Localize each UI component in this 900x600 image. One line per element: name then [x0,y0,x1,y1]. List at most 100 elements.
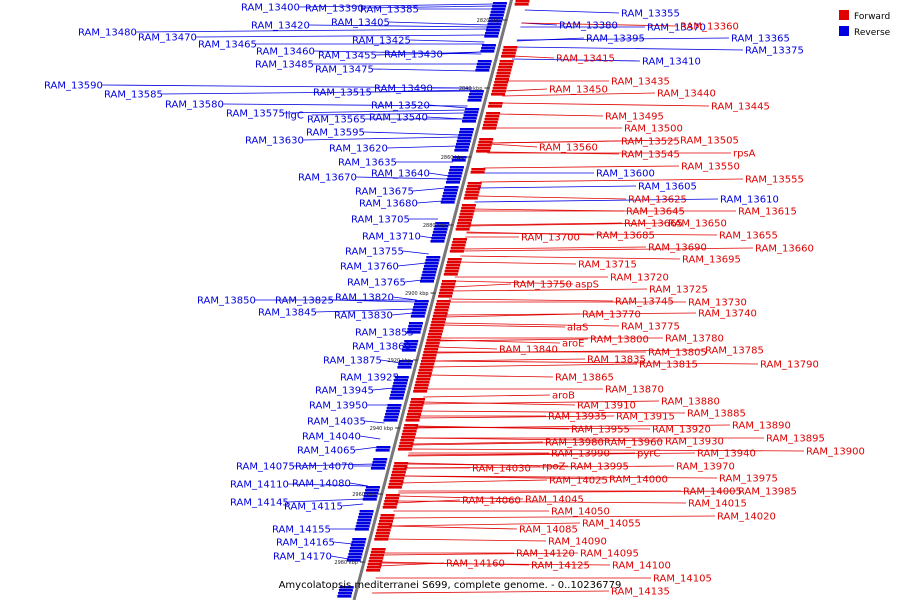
gene-label-ram-13805: RAM_13805 [648,348,707,359]
forward-gene-6 [470,171,485,174]
gene-label-ram-13855: RAM_13855 [355,328,414,339]
reverse-gene-20 [357,519,372,522]
gene-label-ram-13985: RAM_13985 [738,487,797,498]
reverse-gene-10 [420,277,435,280]
gene-label-ram-13815: RAM_13815 [639,360,698,371]
reverse-gene-11 [414,300,429,303]
reverse-gene-5 [459,128,474,131]
leader-line-ram-14100 [379,562,611,566]
forward-gene-12 [423,351,438,354]
forward-gene-8 [457,219,472,222]
forward-gene-12 [432,315,447,318]
gene-label-ram-13415: RAM_13415 [556,54,615,65]
legend-reverse-label: Reverse [854,28,891,38]
reverse-gene-7 [445,181,460,184]
reverse-gene-3 [469,93,484,96]
gene-label-ram-14005: RAM_14005 [683,487,742,498]
reverse-gene-16 [383,419,398,422]
forward-gene-15 [388,483,403,486]
axis-ticks: 2820 kbp 2840 kbp 2860 kbp 2880 kbp 2900 kbp… [334,18,508,566]
forward-gene-17 [374,538,389,541]
gene-label-ram-13605: RAM_13605 [638,182,697,193]
gene-label-ram-13375: RAM_13375 [745,46,804,57]
gene-label-ram-13955: RAM_13955 [571,425,630,436]
reverse-gene-15 [391,388,406,391]
reverse-gene-13 [401,349,416,352]
forward-gene-5 [476,150,491,153]
gene-label-ram-13675: RAM_13675 [355,187,414,198]
forward-gene-14 [400,439,415,442]
forward-gene-2 [498,66,513,69]
gene-label-ram-13755: RAM_13755 [345,247,404,258]
leader-line-ram-14170 [330,555,349,560]
reverse-gene-3 [467,99,482,102]
leader-line-ram-13710 [419,235,434,239]
reverse-gene-5 [454,149,469,152]
reverse-gene-0 [492,2,507,5]
forward-gene-12 [418,369,433,372]
reverse-gene-21 [347,556,362,559]
leader-line-ram-13910 [421,401,576,406]
gene-label-ram-13370: RAM_13370 [647,23,706,34]
axis-tick-label: 2820 kbp [477,18,501,24]
leader-line-ram-13440 [502,92,656,97]
gene-label-ram-13885: RAM_13885 [687,409,746,420]
reverse-gene-7 [446,178,461,181]
leader-line-ram-13520 [428,104,468,109]
leader-line-ram-13675 [412,187,447,192]
leader-line-ram-13930 [412,437,664,442]
gene-label-ram-14015: RAM_14015 [688,499,747,510]
gene-label-ram-13820: RAM_13820 [335,293,394,304]
gene-label-ram-13925: RAM_13925 [340,373,399,384]
leader-line-ram-14115 [341,503,364,507]
map-caption: Amycolatopsis mediterranei S699, complet… [279,580,622,591]
gene-label-ram-14165: RAM_14165 [276,538,335,549]
reverse-gene-17 [375,449,390,452]
forward-gene-6 [471,168,486,171]
forward-gene-16 [385,497,400,500]
reverse-gene-0 [492,5,507,8]
reverse-gene-10 [423,268,438,271]
gene-label-ram-13475: RAM_13475 [315,65,374,76]
gene-label-ligc: ligC [285,111,304,122]
legend-forward-swatch [839,10,849,20]
gene-label-ram-13480: RAM_13480 [78,28,137,39]
forward-gene-7 [463,197,478,200]
reverse-gene-8 [440,201,455,204]
reverse-gene-7 [449,169,464,172]
forward-gene-2 [498,63,513,66]
gene-label-ram-13870: RAM_13870 [605,385,664,396]
leader-line-ram-13515 [370,89,472,93]
reverse-gene-13 [404,340,419,343]
forward-gene-17 [376,529,391,532]
gene-label-ram-13695: RAM_13695 [682,255,741,266]
gene-label-ram-13580: RAM_13580 [165,100,224,111]
gene-label-ram-13915: RAM_13915 [616,412,675,423]
reverse-gene-13 [403,343,418,346]
leader-line-ram-13395 [516,37,585,42]
reverse-gene-15 [390,391,405,394]
leader-line-ram-14145 [287,498,365,503]
forward-gene-8 [459,213,474,216]
reverse-gene-15 [393,382,408,385]
leader-line-ram-13960 [410,441,603,446]
gene-label-ram-13620: RAM_13620 [329,144,388,155]
gene-label-ram-14020: RAM_14020 [717,512,776,523]
forward-gene-18 [366,569,381,572]
forward-gene-2 [491,90,506,93]
axis-tick-label: 2920 kbp [387,358,411,364]
leader-line-ram-13475 [372,68,477,72]
leader-line-ram-13750 [452,283,512,288]
leader-line-ram-13660 [461,247,754,252]
forward-gene-17 [375,535,390,538]
gene-label-ram-13465: RAM_13465 [198,40,257,51]
reverse-gene-9 [432,231,447,234]
leader-line-ram-13835 [432,358,586,362]
forward-gene-13 [408,407,423,410]
leader-line-ram-13425 [409,39,485,43]
gene-label-ram-13890: RAM_13890 [732,421,791,432]
forward-gene-16 [382,506,397,509]
forward-gene-8 [456,225,471,228]
gene-label-ram-14060: RAM_14060 [462,496,521,507]
leader-line-ram-13595 [363,131,461,136]
